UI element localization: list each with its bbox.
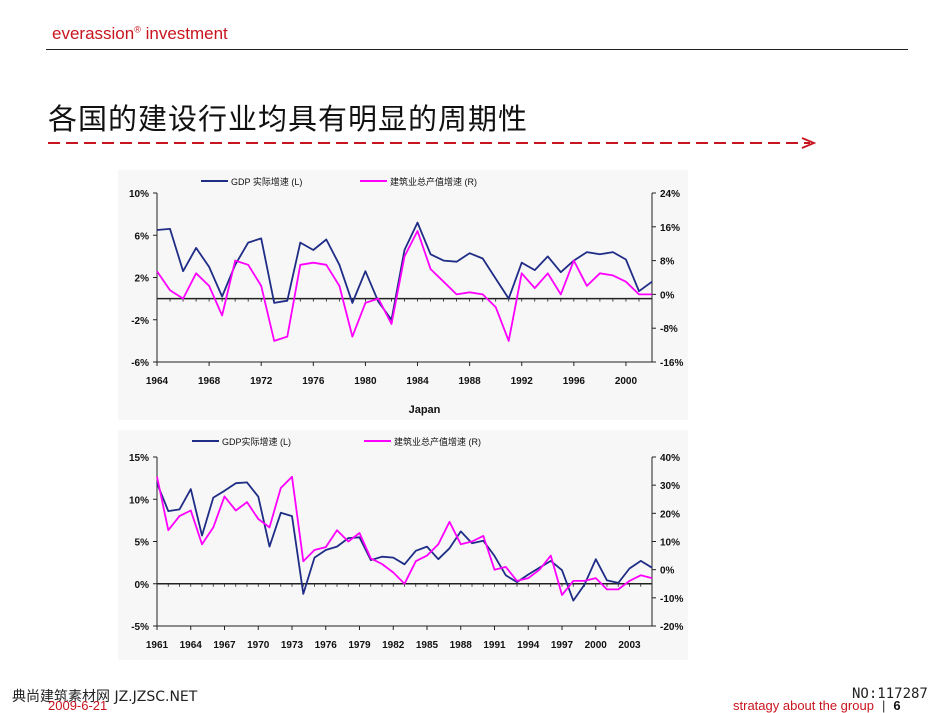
left-tick-label: 2% — [135, 274, 150, 285]
right-tick-label: 30% — [660, 481, 680, 492]
right-tick-label: -10% — [660, 594, 683, 605]
right-tick-label: 24% — [660, 189, 680, 200]
x-tick-label: 1994 — [517, 640, 540, 651]
series-line-construction — [156, 230, 652, 342]
x-tick-label: 1973 — [281, 640, 304, 651]
right-tick-label: 10% — [660, 538, 680, 549]
brand-name: everassion — [52, 24, 135, 43]
legend-label: 建筑业总产值增速 (R) — [394, 436, 481, 447]
right-tick-label: -20% — [660, 622, 683, 633]
left-tick-label: 10% — [129, 189, 149, 200]
legend-label: GDP实际增速 (L) — [222, 436, 291, 447]
right-tick-label: 20% — [660, 509, 680, 520]
x-tick-label: 1992 — [511, 376, 534, 387]
x-tick-label: 1968 — [198, 376, 221, 387]
left-tick-label: 5% — [135, 538, 150, 549]
footer-date: 2009-6-21 — [48, 698, 108, 713]
left-tick-label: -6% — [131, 358, 149, 369]
left-tick-label: 15% — [129, 453, 149, 464]
x-tick-label: 1979 — [348, 640, 371, 651]
right-tick-label: 0% — [660, 566, 675, 577]
footer-separator: | — [881, 698, 886, 713]
x-tick-label: 1997 — [551, 640, 574, 651]
x-tick-label: 1964 — [146, 376, 169, 387]
chart-2: -5% 0% 5% 10% 15% -20% -10% 0% 10% 20% 30% 40% 1961 1… — [118, 430, 688, 660]
x-tick-label: 1988 — [459, 376, 482, 387]
x-tick-label: 1970 — [247, 640, 270, 651]
chart-title: Japan — [409, 404, 441, 416]
x-tick-label: 2003 — [618, 640, 641, 651]
slide-title: 各国的建设行业均具有明显的周期性 — [48, 102, 529, 136]
right-tick-label: -16% — [660, 358, 683, 369]
x-tick-label: 1996 — [563, 376, 586, 387]
header-divider — [46, 49, 908, 50]
x-tick-label: 1982 — [382, 640, 405, 651]
left-tick-label: -2% — [131, 316, 149, 327]
left-tick-label: 6% — [135, 231, 150, 242]
right-tick-label: 40% — [660, 453, 680, 464]
x-tick-label: 2000 — [585, 640, 608, 651]
x-tick-label: 2000 — [615, 376, 638, 387]
brand-logo: everassion® investment — [52, 24, 228, 44]
right-tick-label: 16% — [660, 223, 680, 234]
watermark-id: NO:117287 — [852, 686, 928, 702]
series-line-construction — [156, 475, 653, 596]
x-tick-label: 1984 — [406, 376, 429, 387]
watermark-site: 典尚建筑素材网 JZ.JZSC.NET — [12, 689, 198, 705]
legend-label: 建筑业总产值增速 (R) — [390, 176, 477, 187]
chart-1: -6% -2% 2% 6% 10% -16% -8% 0% 8% 16% 24% 1964 1968 19… — [118, 170, 688, 420]
left-tick-label: 0% — [135, 580, 150, 591]
registered-mark: ® — [134, 24, 141, 35]
x-tick-label: 1964 — [180, 640, 203, 651]
x-tick-label: 1991 — [483, 640, 506, 651]
chart-background — [118, 430, 688, 660]
x-tick-label: 1961 — [146, 640, 169, 651]
x-tick-label: 1976 — [302, 376, 325, 387]
x-tick-label: 1976 — [315, 640, 338, 651]
right-tick-label: 0% — [660, 290, 675, 301]
x-tick-label: 1980 — [354, 376, 377, 387]
footer-info: stratagy about the group | 6 — [733, 698, 901, 713]
right-tick-label: 8% — [660, 257, 675, 268]
right-tick-label: -8% — [660, 324, 678, 335]
brand-suffix: investment — [140, 24, 228, 43]
dashed-arrow-decoration — [48, 137, 817, 149]
left-tick-label: -5% — [131, 622, 149, 633]
series-line-gdp — [156, 481, 653, 602]
x-tick-label: 1988 — [450, 640, 473, 651]
page-number: 6 — [893, 698, 901, 713]
footer-tagline: stratagy about the group — [733, 698, 874, 713]
x-tick-label: 1985 — [416, 640, 439, 651]
series-line-gdp — [156, 221, 653, 321]
left-tick-label: 10% — [129, 495, 149, 506]
x-tick-label: 1972 — [250, 376, 273, 387]
legend-label: GDP 实际增速 (L) — [231, 176, 302, 187]
x-tick-label: 1967 — [213, 640, 236, 651]
